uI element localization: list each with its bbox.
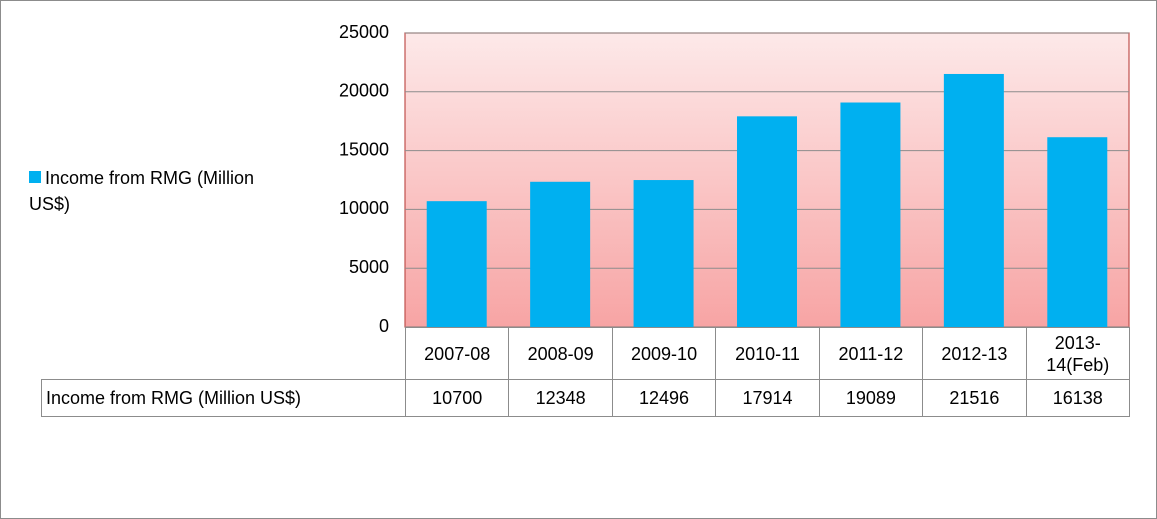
y-tick-label: 5000 [349,257,389,277]
table-value: 21516 [922,379,1027,417]
bar [840,102,901,327]
legend-swatch [29,171,41,183]
x-tick-label: 2010-11 [715,327,820,380]
x-tick-label: 2007-08 [405,327,510,380]
x-tick-label: 2013-14(Feb) [1025,327,1130,380]
x-tick-label: 2011-12 [818,327,924,380]
y-tick-label: 15000 [339,139,389,159]
y-tick-label: 10000 [339,198,389,218]
bar [633,180,694,327]
bar [426,201,487,327]
bar [737,116,797,327]
y-tick-label: 0 [379,316,389,336]
table-row-label: Income from RMG (Million US$) [41,379,406,417]
bar [943,73,1004,328]
bar [530,181,591,327]
bar [1047,137,1108,327]
x-tick-label: 2012-13 [922,327,1027,380]
x-tick-label: 2008-09 [508,327,613,380]
table-value: 17914 [715,379,820,417]
y-tick-label: 25000 [339,22,389,42]
table-value: 12496 [611,379,717,417]
x-tick-label: 2009-10 [611,327,717,380]
y-tick-label: 20000 [339,81,389,101]
legend-label: Income from RMG (Million US$) [29,168,255,214]
table-value: 16138 [1025,379,1130,417]
table-value: 19089 [818,379,924,417]
legend: Income from RMG (Million US$) [29,165,269,217]
table-value: 10700 [405,379,510,417]
table-value: 12348 [508,379,613,417]
